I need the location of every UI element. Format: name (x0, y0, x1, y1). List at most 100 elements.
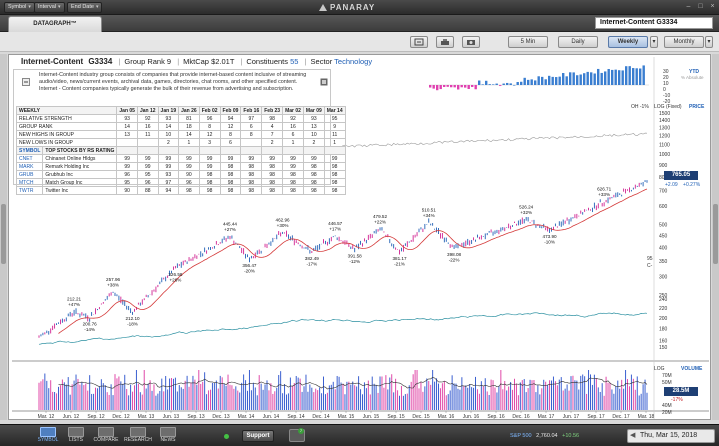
peak-value-label: 398.08 (447, 252, 461, 257)
minimize-icon[interactable]: – (686, 3, 691, 10)
notification-count: 7 (298, 428, 304, 434)
ytd-bar (432, 85, 435, 89)
nav-symbol[interactable]: SYMBOL (34, 427, 62, 446)
sector-link[interactable]: Technology (334, 57, 373, 66)
stock-symbol-link[interactable]: MARK (15, 162, 44, 171)
stock-symbol-link[interactable]: MTCH (15, 178, 44, 187)
period-monthly-button[interactable]: Monthly (664, 36, 704, 48)
rs-value: 88 (136, 186, 159, 195)
vol-tick-1: 50M (662, 380, 672, 386)
metric-value: 6 (282, 130, 304, 139)
log-fixed-label[interactable]: LOG (Fixed) (654, 104, 682, 110)
price-tick-label: 240 (659, 297, 668, 303)
end-date-menu[interactable]: End Date ▾ (67, 2, 103, 13)
rs-value: 98 (302, 178, 325, 187)
date-header: Jan 05 (116, 106, 138, 115)
rs-value: 98 (219, 170, 242, 179)
chevron-down-icon: ▾ (652, 39, 656, 45)
metric-value: 14 (157, 122, 180, 131)
panel-options-icon[interactable] (320, 73, 328, 86)
maximize-icon[interactable]: □ (698, 3, 703, 10)
ytd-bar (558, 76, 561, 85)
ytd-bar (597, 68, 600, 85)
snapshot-button[interactable] (462, 36, 480, 48)
ytd-bar (471, 85, 474, 87)
stock-name: Remark Holding Inc (42, 162, 118, 171)
ytd-bar (443, 85, 446, 87)
price-label: PRICE (689, 104, 705, 110)
compare-icon (98, 427, 114, 437)
interval-menu[interactable]: Interval ▾ (34, 2, 65, 13)
nav-lists[interactable]: LISTS (62, 427, 90, 446)
constituents-link[interactable]: 55 (290, 57, 299, 66)
table-cell (198, 146, 221, 155)
rs-value: 98 (198, 170, 221, 179)
tab-datagraph[interactable]: DATAGRAPH™ (8, 16, 102, 32)
ytd-bar (639, 68, 642, 85)
vol-tick-2: 40M (662, 403, 672, 409)
ytd-bar (614, 69, 617, 85)
monthly-dropdown[interactable]: ▾ (705, 36, 713, 48)
stock-name: Grubhub Inc (42, 170, 118, 179)
date-header: Mar 14 (323, 106, 346, 115)
symbol-menu[interactable]: Symbol ▾ (4, 2, 35, 13)
peak-value-label: 626.71 (597, 187, 611, 192)
rs-value: 98 (198, 186, 221, 195)
date-header: Mar 02 (282, 106, 304, 115)
minimize-panel-icon[interactable] (22, 73, 30, 86)
group-title: Internet-Content (21, 57, 84, 66)
metric-value: 8 (219, 130, 242, 139)
ytd-bar (551, 76, 554, 85)
period-daily-button[interactable]: Daily (558, 36, 598, 48)
stock-symbol-link[interactable]: CNET (15, 154, 44, 163)
table-row: RELATIVE STRENGTH 93 92 93 81 96 94 97 98 92 93 95 (15, 114, 346, 123)
metric-value: 11 (136, 130, 159, 139)
nav-research[interactable]: RESEARCH (124, 427, 152, 446)
left-handle[interactable] (1, 204, 6, 264)
stock-symbol-link[interactable]: GRUB (15, 170, 44, 179)
rs-value: 99 (261, 154, 284, 163)
nav-compare[interactable]: COMPARE (92, 427, 120, 446)
close-icon[interactable]: × (710, 3, 715, 10)
support-button[interactable]: Support (242, 430, 274, 442)
ytd-bar (562, 73, 565, 85)
metric-value: 1 (282, 138, 304, 147)
left-scroll-rail[interactable] (0, 54, 7, 420)
price-tick-label: 700 (659, 188, 668, 194)
rs-value: 99 (219, 154, 242, 163)
right-handle[interactable] (713, 204, 718, 264)
table-cell (323, 146, 346, 155)
peak-pct-label: -10% (544, 240, 555, 245)
price-tick-label: 450 (659, 233, 668, 239)
date-display[interactable]: ◀ Thu, Mar 15, 2018 (627, 429, 715, 443)
datagraph-panel: 1500140013001200110010009008007006005004… (8, 54, 711, 420)
index-ticker[interactable]: S&P 500 2,760.04 +10.56 (510, 433, 580, 439)
rs-value: 98 (219, 178, 242, 187)
weekly-dropdown[interactable]: ▾ (650, 36, 658, 48)
metric-label: NEW LOWS IN GROUP (15, 138, 118, 147)
chevron-left-icon[interactable]: ◀ (630, 432, 636, 439)
print-button[interactable] (436, 36, 454, 48)
peak-value-label: 473.90 (543, 234, 557, 239)
metric-value: 12 (219, 122, 242, 131)
volume-scale-label[interactable]: LOG (654, 366, 665, 372)
peak-pct-label: -12% (349, 259, 360, 264)
metric-value: 9 (323, 122, 346, 131)
stock-symbol-link[interactable]: TWTR (15, 186, 44, 195)
group-description: Internet-Content industry group consists… (39, 72, 307, 93)
price-tick-label: 150 (659, 345, 668, 351)
symbol-input[interactable]: Internet-Content G3334 (595, 17, 713, 29)
ytd-bar (632, 68, 635, 85)
settings-button[interactable] (410, 36, 428, 48)
period-5min-button[interactable]: 5 Min (508, 36, 548, 48)
peak-pct-label: -20% (244, 269, 255, 274)
right-scroll-rail[interactable] (712, 54, 719, 420)
rs-value: 99 (116, 154, 138, 163)
peak-pct-label: +38% (107, 282, 119, 287)
period-weekly-button[interactable]: Weekly (608, 36, 648, 48)
ytd-label: YTD (689, 69, 699, 75)
sub-bar: DATAGRAPH™ Internet-Content G3334 (0, 15, 719, 32)
x-axis-label: Jun. 12 (63, 414, 80, 420)
metric-label: RELATIVE STRENGTH (15, 114, 118, 123)
nav-news[interactable]: NEWS (154, 427, 182, 446)
